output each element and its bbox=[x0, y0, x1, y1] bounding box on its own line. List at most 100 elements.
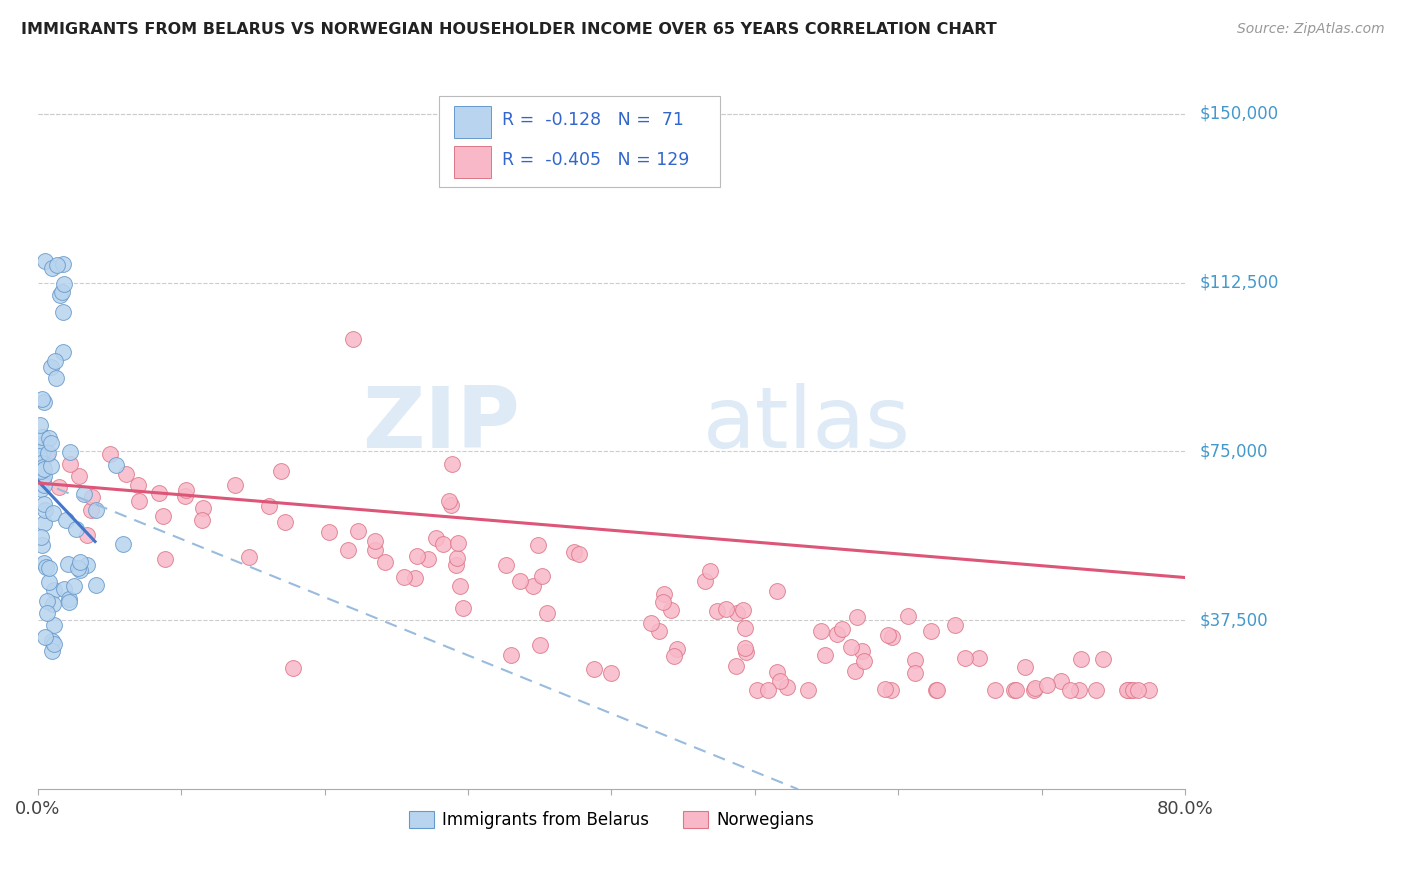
Point bbox=[112, 536, 135, 550]
Point bbox=[662, 649, 685, 664]
FancyBboxPatch shape bbox=[454, 145, 491, 178]
Point bbox=[734, 622, 756, 636]
Point bbox=[44, 353, 66, 368]
Point bbox=[174, 489, 197, 503]
Point bbox=[32, 556, 55, 570]
Point bbox=[30, 530, 52, 544]
Point bbox=[758, 683, 780, 698]
Point bbox=[41, 458, 63, 473]
Point bbox=[128, 493, 150, 508]
Point bbox=[42, 583, 65, 598]
Point bbox=[55, 513, 77, 527]
Point bbox=[392, 570, 415, 584]
Point bbox=[31, 472, 53, 486]
Point bbox=[447, 536, 470, 550]
Text: IMMIGRANTS FROM BELARUS VS NORWEGIAN HOUSEHOLDER INCOME OVER 65 YEARS CORRELATIO: IMMIGRANTS FROM BELARUS VS NORWEGIAN HOU… bbox=[21, 22, 997, 37]
Point bbox=[62, 579, 84, 593]
Point bbox=[562, 545, 585, 559]
Point bbox=[813, 648, 835, 662]
Point bbox=[69, 555, 91, 569]
Point bbox=[1115, 683, 1137, 698]
Point bbox=[449, 579, 471, 593]
Point bbox=[453, 600, 475, 615]
Point bbox=[52, 305, 75, 319]
Point bbox=[76, 528, 98, 542]
Point bbox=[76, 558, 98, 573]
Point bbox=[39, 359, 62, 374]
Point bbox=[776, 680, 799, 694]
Point bbox=[30, 447, 52, 461]
Point bbox=[58, 594, 80, 608]
Point bbox=[191, 513, 214, 527]
Point bbox=[80, 490, 103, 504]
Point bbox=[714, 601, 737, 615]
Point bbox=[52, 277, 75, 291]
Point bbox=[853, 655, 876, 669]
Point bbox=[437, 493, 460, 508]
Point bbox=[193, 500, 215, 515]
Point bbox=[347, 524, 370, 538]
Point bbox=[1092, 652, 1115, 666]
Point bbox=[984, 683, 1007, 698]
Text: $37,500: $37,500 bbox=[1199, 611, 1268, 630]
Point bbox=[769, 673, 792, 688]
Point bbox=[30, 482, 52, 496]
Point bbox=[897, 608, 920, 623]
Point bbox=[45, 258, 67, 272]
Point bbox=[495, 558, 517, 572]
Point bbox=[725, 607, 748, 621]
Point bbox=[1070, 652, 1092, 666]
Text: $150,000: $150,000 bbox=[1199, 104, 1278, 122]
Point bbox=[59, 445, 82, 459]
Point bbox=[32, 430, 55, 444]
Point bbox=[529, 638, 551, 652]
Point bbox=[35, 606, 58, 620]
Point bbox=[1014, 660, 1036, 674]
Point bbox=[31, 459, 53, 474]
Point bbox=[831, 622, 853, 636]
Point bbox=[30, 456, 52, 470]
Point bbox=[425, 531, 447, 545]
Point bbox=[42, 597, 65, 611]
Point bbox=[115, 467, 138, 481]
Point bbox=[224, 478, 246, 492]
Point bbox=[1126, 683, 1149, 698]
Point bbox=[652, 587, 675, 601]
Point bbox=[731, 602, 754, 616]
Point bbox=[51, 344, 73, 359]
Point bbox=[337, 543, 360, 558]
Point bbox=[65, 522, 87, 536]
Point bbox=[342, 332, 364, 346]
Point bbox=[444, 558, 467, 572]
Point bbox=[34, 462, 56, 476]
Point bbox=[148, 486, 170, 500]
Point bbox=[851, 644, 873, 658]
Point bbox=[844, 664, 866, 678]
Point bbox=[651, 595, 673, 609]
Point bbox=[943, 617, 966, 632]
Point bbox=[84, 578, 107, 592]
Point bbox=[41, 644, 63, 658]
Point bbox=[58, 592, 80, 607]
Point bbox=[1050, 673, 1073, 688]
Point bbox=[953, 651, 976, 665]
Point bbox=[693, 574, 716, 588]
Point bbox=[48, 288, 70, 302]
Point bbox=[51, 285, 73, 299]
Point bbox=[810, 624, 832, 638]
Point bbox=[32, 468, 55, 483]
Text: R =  -0.128   N =  71: R = -0.128 N = 71 bbox=[502, 112, 685, 129]
Point bbox=[699, 564, 721, 578]
Point bbox=[155, 552, 177, 566]
FancyBboxPatch shape bbox=[454, 105, 491, 137]
Point bbox=[796, 683, 818, 698]
Point bbox=[406, 549, 429, 564]
Point bbox=[152, 508, 174, 523]
Point bbox=[404, 571, 426, 585]
Point bbox=[31, 430, 53, 444]
Point bbox=[270, 464, 292, 478]
Point bbox=[32, 516, 55, 530]
Point bbox=[281, 661, 304, 675]
Point bbox=[536, 606, 558, 620]
Point bbox=[35, 593, 58, 607]
